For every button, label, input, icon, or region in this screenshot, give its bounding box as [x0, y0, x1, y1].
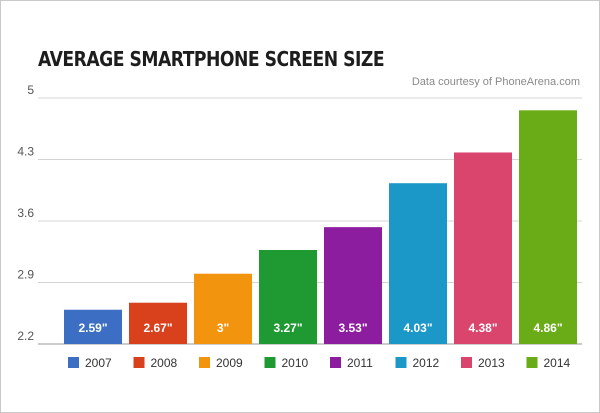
- bar-2007: [64, 309, 122, 344]
- bar-value-label: 3.27": [273, 321, 302, 335]
- legend-swatch: [264, 357, 276, 368]
- bar-2014: [519, 110, 577, 344]
- y-tick-label: 2.9: [17, 268, 34, 282]
- legend-swatch: [526, 357, 538, 368]
- bars: [64, 110, 577, 344]
- bar-value-label: 3.53": [338, 321, 367, 335]
- legend-label: 2012: [413, 356, 440, 370]
- chart-title: AVERAGE SMARTPHONE SCREEN SIZE: [38, 47, 385, 71]
- bar-2010: [259, 249, 317, 344]
- y-tick-label: 5: [27, 83, 34, 97]
- bar-2009: [194, 273, 252, 344]
- legend-swatch: [133, 357, 145, 368]
- legend-swatch: [395, 357, 407, 368]
- y-tick-label: 4.3: [17, 145, 34, 159]
- legend-label: 2014: [544, 356, 571, 370]
- bar-value-label: 4.03": [403, 321, 432, 335]
- legend-label: 2009: [216, 356, 243, 370]
- legend: 2007 2008 2009 2010 2011 2012 2013 2014: [68, 356, 571, 370]
- bar-2013: [454, 152, 512, 344]
- bar-value-label: 2.59": [78, 321, 107, 335]
- legend-label: 2007: [85, 356, 112, 370]
- bar-value-label: 4.38": [468, 321, 497, 335]
- bar-value-label: 4.86": [533, 321, 562, 335]
- legend-label: 2008: [151, 356, 178, 370]
- bar-2008: [129, 302, 187, 344]
- legend-label: 2013: [478, 356, 505, 370]
- legend-swatch: [461, 357, 472, 368]
- bar-value-labels: 2.59" 2.67" 3" 3.27" 3.53" 4.03" 4.38" 4.86": [78, 321, 562, 335]
- data-credit: Data courtesy of PhoneArena.com: [411, 76, 580, 88]
- bar-2011: [324, 227, 382, 344]
- y-tick-label: 2.2: [17, 329, 34, 343]
- bar-value-label: 3": [217, 321, 229, 335]
- y-tick-label: 3.6: [17, 206, 34, 220]
- legend-swatch: [199, 357, 210, 368]
- legend-label: 2011: [347, 356, 373, 370]
- legend-label: 2010: [282, 356, 309, 370]
- bar-value-label: 2.67": [143, 321, 172, 335]
- bar-2012: [389, 183, 447, 344]
- legend-swatch: [68, 357, 79, 368]
- legend-swatch: [330, 357, 341, 368]
